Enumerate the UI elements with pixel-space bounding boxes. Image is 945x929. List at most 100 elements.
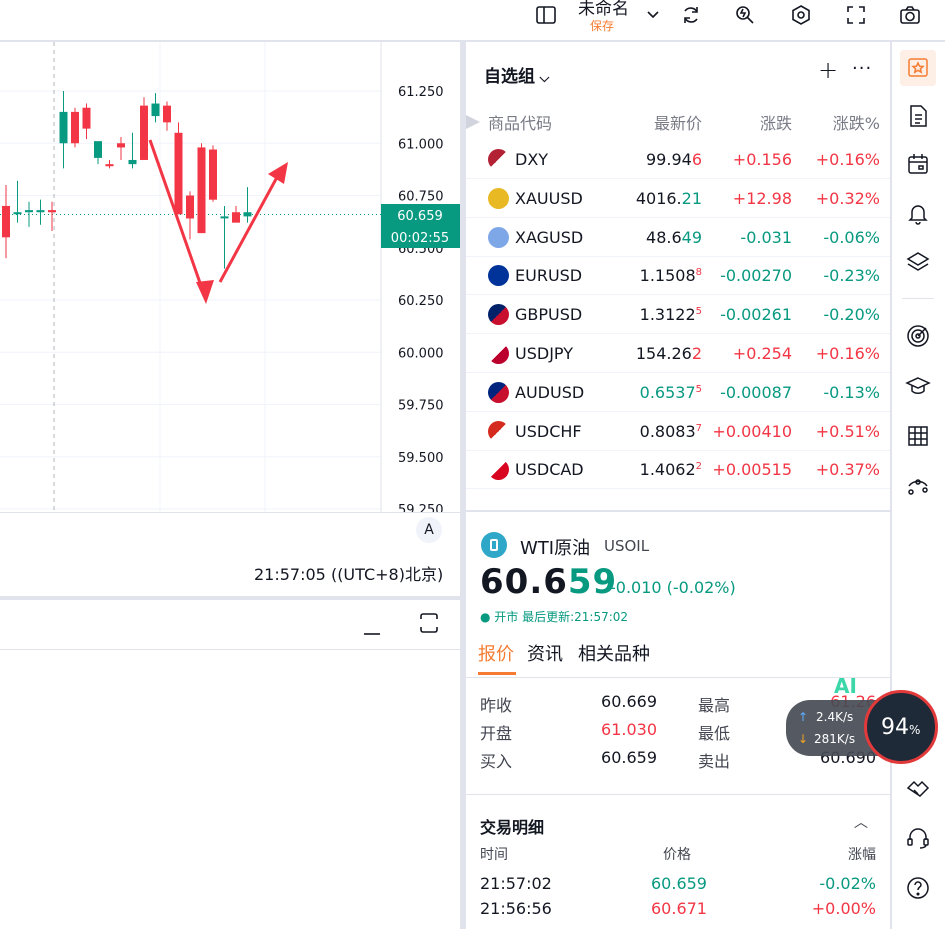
layout-name[interactable]: 未命名 (578, 0, 629, 19)
price-tick-label: 60.000 (398, 346, 444, 361)
layers-icon[interactable] (904, 248, 934, 278)
arrow-annotations[interactable] (148, 139, 288, 304)
header-last[interactable]: 最新价 (653, 114, 702, 133)
change: +12.98 (732, 188, 792, 208)
candle (197, 143, 206, 234)
symbol-code: USDCAD (515, 460, 584, 480)
gold-flag-icon (488, 187, 509, 209)
change: +0.00410 (712, 421, 792, 441)
bell-icon[interactable] (904, 199, 934, 229)
chevron-up-icon[interactable]: ︿ (854, 815, 868, 831)
watchlist-row[interactable]: USDCAD 1.40622 +0.00515 +0.37% (466, 451, 890, 490)
table-icon[interactable] (904, 422, 934, 452)
watchlist-row[interactable]: AUDUSD 0.65375 -0.00087 -0.13% (466, 374, 890, 412)
candle-body (36, 210, 45, 213)
candle-body (232, 212, 240, 223)
watchlist-row[interactable]: XAUUSD 4016.21 +12.98 +0.32% (466, 180, 890, 218)
change: -0.00087 (720, 382, 792, 402)
tab-news[interactable]: 资讯 (527, 644, 563, 665)
calendar-icon[interactable] (904, 150, 934, 180)
trade-change: -0.02% (819, 874, 876, 893)
ai-badge[interactable]: AI (834, 674, 857, 698)
last-price-tail: 7 (695, 422, 702, 434)
price-axis[interactable]: 61.250 61.000 60.750 60.250 60.000 59.750 59.5… (398, 85, 444, 518)
watchlist-row[interactable]: DXY 99.946 +0.156 +0.16% (466, 141, 890, 179)
price-tick-label: 59.750 (398, 399, 444, 414)
pivot-icon[interactable] (904, 472, 934, 502)
ch-flag-icon (488, 420, 509, 442)
symbol-code: AUDUSD (515, 382, 585, 402)
watchlist-row[interactable]: USDCHF 0.80837 +0.00410 +0.51% (466, 413, 890, 451)
candle (186, 191, 194, 240)
support-icon[interactable] (904, 824, 934, 854)
header-change-pct[interactable]: 涨跌% (832, 114, 880, 133)
last-price-main: 4016. (635, 188, 682, 208)
candle (13, 180, 22, 223)
clock: 21:57:05 ((UTC+8)北京) (254, 565, 444, 584)
upload-arrow-icon: ↑ (798, 710, 809, 724)
symbol-code: XAUUSD (515, 188, 583, 208)
last-price-tail: 21 (681, 188, 702, 208)
last-price-main: 1.3122 (639, 305, 696, 325)
more-options-button[interactable]: ··· (852, 58, 873, 79)
maximize-icon[interactable] (416, 610, 442, 636)
change: +0.156 (732, 150, 792, 169)
candle (163, 101, 171, 131)
target-icon[interactable] (904, 322, 934, 352)
last-price-box (381, 204, 460, 248)
watchlist-row[interactable]: GBPUSD 1.31225 -0.00261 -0.20% (466, 296, 890, 335)
symbol-detail-panel: WTI原油 USOIL 60.659 -0.010 (-0.02%) ● 开市 … (466, 512, 890, 929)
memory-percent-unit: % (909, 723, 921, 737)
last-price-main: 0.6537 (639, 382, 696, 402)
active-tab-indicator (478, 672, 516, 675)
header-change[interactable]: 涨跌 (759, 114, 792, 133)
header-symbol[interactable]: 商品代码 (488, 114, 553, 133)
symbol-price: 60.659 (480, 562, 617, 602)
last-price-tail: 5 (695, 306, 702, 318)
help-icon[interactable] (904, 874, 934, 904)
fullscreen-icon[interactable] (841, 2, 871, 28)
memory-usage-ring[interactable]: 94% (864, 690, 938, 764)
au-flag-icon (488, 381, 509, 403)
candlestick-chart[interactable]: 61.250 61.000 60.750 60.250 60.000 59.750 59.5… (0, 42, 460, 518)
candle-body (128, 159, 137, 165)
minimize-icon[interactable] (360, 620, 384, 640)
education-icon[interactable] (904, 372, 934, 402)
symbol-code: XAGUSD (515, 227, 584, 247)
quick-search-icon[interactable] (730, 2, 760, 28)
sync-icon[interactable] (676, 2, 706, 28)
candle-body (48, 210, 56, 213)
camera-icon[interactable] (895, 2, 925, 28)
chevron-down-icon[interactable] (638, 2, 668, 28)
bottom-panel (0, 600, 460, 929)
jp-flag-icon (488, 343, 509, 364)
symbol-code: EURUSD (515, 266, 583, 286)
watchlist-row[interactable]: USDJPY 154.262 +0.254 +0.16% (466, 335, 890, 373)
handshake-icon[interactable] (904, 774, 934, 804)
candle-body (209, 149, 217, 200)
last-price-tail: 49 (681, 227, 702, 247)
watchlist-panel: 自选组 ⌵ + ··· 商品代码 最新价 涨跌 涨跌% DXY 99.946 +… (466, 42, 890, 510)
price-tick-label: 59.500 (398, 451, 444, 466)
auto-scale-button[interactable]: A (416, 517, 442, 543)
collapse-handle-icon[interactable] (466, 115, 480, 129)
notes-icon[interactable] (904, 102, 934, 132)
symbol-name: WTI原油 (520, 538, 591, 559)
gb-flag-icon (488, 304, 509, 326)
layout-panels-icon[interactable] (531, 2, 561, 28)
watchlist-title[interactable]: 自选组 ⌵ (484, 62, 549, 87)
watchlist-row[interactable]: EURUSD 1.15088 -0.00270 -0.23% (466, 257, 890, 296)
tab-quote[interactable]: 报价 (478, 644, 514, 665)
upload-speed: 2.4K/s (816, 710, 854, 724)
chart-panel[interactable]: 61.250 61.000 60.750 60.250 60.000 59.750 59.5… (0, 42, 460, 518)
change-percent: +0.51% (815, 421, 880, 441)
watchlist-row[interactable]: XAGUSD 48.649 -0.031 -0.06% (466, 219, 890, 257)
watchlist-icon[interactable] (904, 53, 934, 83)
change: +0.254 (732, 344, 792, 363)
tab-related[interactable]: 相关品种 (578, 644, 650, 665)
silver-flag-icon (488, 226, 509, 248)
settings-icon[interactable] (786, 2, 816, 28)
layout-saved-status: 保存 (590, 19, 615, 33)
us-flag-icon (488, 149, 509, 170)
add-symbol-button[interactable]: + (818, 56, 839, 84)
